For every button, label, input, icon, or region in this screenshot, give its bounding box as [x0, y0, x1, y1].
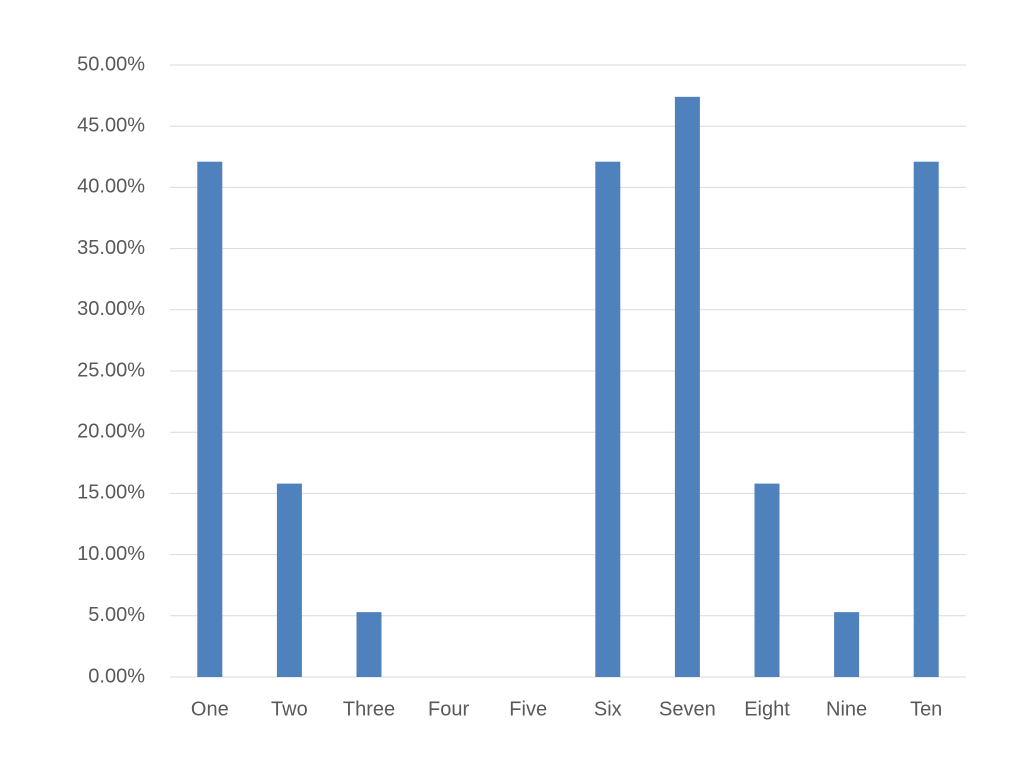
x-tick-label: Six	[594, 698, 622, 720]
bar	[754, 483, 780, 677]
y-tick-label: 40.00%	[77, 176, 145, 198]
bar	[197, 161, 223, 678]
x-tick-label: One	[191, 698, 229, 720]
y-tick-label: 10.00%	[77, 543, 145, 565]
y-tick-label: 5.00%	[88, 604, 145, 626]
y-tick-label: 15.00%	[77, 482, 145, 504]
bar	[276, 483, 302, 677]
y-tick-label: 35.00%	[77, 237, 145, 259]
x-tick-label: Ten	[910, 698, 942, 720]
x-tick-label: Two	[271, 698, 308, 720]
y-tick-label: 45.00%	[77, 114, 145, 136]
bar	[674, 96, 700, 678]
x-tick-label: Four	[428, 698, 469, 720]
bar	[356, 612, 382, 677]
y-tick-label: 20.00%	[77, 420, 145, 442]
x-tick-label: Three	[343, 698, 395, 720]
y-tick-label: 30.00%	[77, 298, 145, 320]
y-tick-label: 0.00%	[88, 665, 145, 687]
y-tick-label: 25.00%	[77, 359, 145, 381]
x-tick-label: Five	[509, 698, 547, 720]
bar	[834, 612, 860, 677]
x-tick-label: Nine	[826, 698, 867, 720]
bar	[595, 161, 621, 678]
x-tick-label: Eight	[744, 698, 790, 720]
x-tick-label: Seven	[659, 698, 716, 720]
bar	[913, 161, 939, 678]
y-tick-label: 50.00%	[77, 53, 145, 75]
